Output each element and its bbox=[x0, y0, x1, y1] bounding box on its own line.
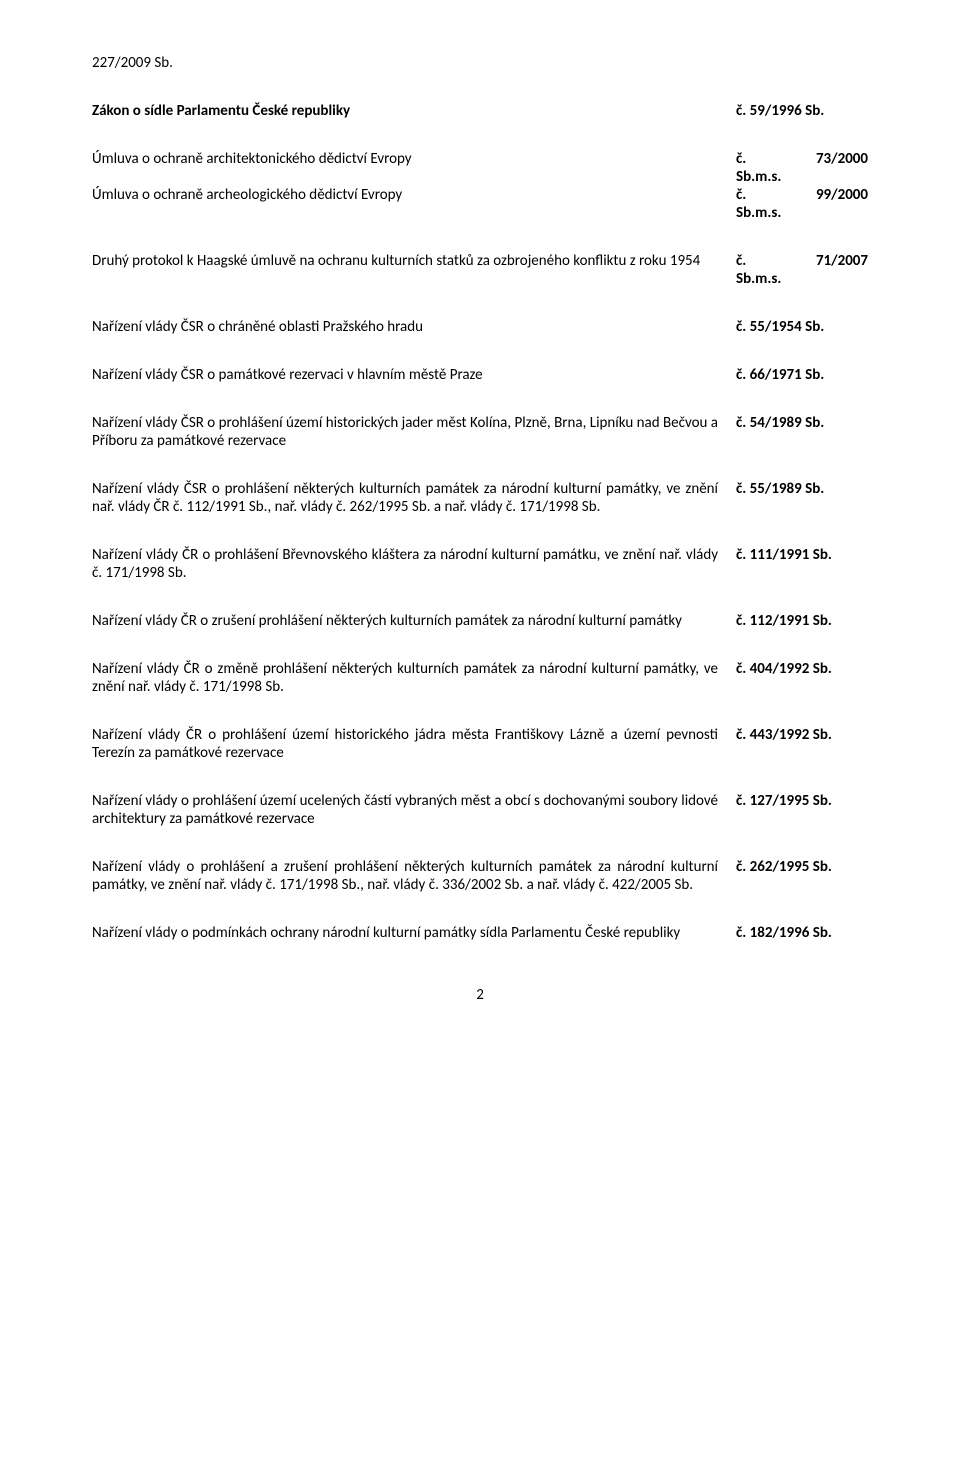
entry-reference: č.Sb.m.s. 99/2000 bbox=[736, 186, 868, 222]
entry-row: Nařízení vlády ČR o prohlášení Břevnovsk… bbox=[92, 546, 868, 582]
entry-row: Zákon o sídle Parlamentu České republiky… bbox=[92, 102, 868, 120]
page-number: 2 bbox=[92, 986, 868, 1004]
entry-reference: č. 55/1954 Sb. bbox=[736, 318, 868, 336]
entry-title: Nařízení vlády ČSR o památkové rezervaci… bbox=[92, 366, 736, 384]
entry-row: Nařízení vlády ČSR o prohlášení území hi… bbox=[92, 414, 868, 450]
entry-ref-label: č.Sb.m.s. bbox=[736, 252, 781, 288]
entry-reference: č.Sb.m.s. 73/2000 bbox=[736, 150, 868, 186]
entry-ref-year: 99/2000 bbox=[816, 186, 868, 222]
entry-row: Nařízení vlády ČR o prohlášení území his… bbox=[92, 726, 868, 762]
entry-row: Druhý protokol k Haagské úmluvě na ochra… bbox=[92, 252, 868, 288]
entry-row: Nařízení vlády ČR o změně prohlášení něk… bbox=[92, 660, 868, 696]
entry-reference: č. 182/1996 Sb. bbox=[736, 924, 868, 942]
entry-reference: č. 443/1992 Sb. bbox=[736, 726, 868, 744]
entry-ref-label: č.Sb.m.s. bbox=[736, 186, 781, 222]
entry-ref-year: 71/2007 bbox=[816, 252, 868, 288]
entry-title: Úmluva o ochraně architektonického dědic… bbox=[92, 150, 736, 168]
entry-title: Nařízení vlády ČR o prohlášení území his… bbox=[92, 726, 736, 762]
entry-title: Zákon o sídle Parlamentu České republiky bbox=[92, 102, 736, 120]
entry-title: Úmluva o ochraně archeologického dědictv… bbox=[92, 186, 736, 204]
rows-container: Zákon o sídle Parlamentu České republiky… bbox=[92, 102, 868, 942]
entry-row: Nařízení vlády o podmínkách ochrany náro… bbox=[92, 924, 868, 942]
entry-reference: č. 127/1995 Sb. bbox=[736, 792, 868, 810]
entry-title: Nařízení vlády ČSR o prohlášení některýc… bbox=[92, 480, 736, 516]
entry-title: Nařízení vlády ČR o změně prohlášení něk… bbox=[92, 660, 736, 696]
entry-reference: č. 262/1995 Sb. bbox=[736, 858, 868, 876]
entry-title: Nařízení vlády ČSR o prohlášení území hi… bbox=[92, 414, 736, 450]
entry-reference: č. 112/1991 Sb. bbox=[736, 612, 868, 630]
top-reference: 227/2009 Sb. bbox=[92, 54, 868, 72]
entry-title: Nařízení vlády ČR o prohlášení Břevnovsk… bbox=[92, 546, 736, 582]
entry-row: Úmluva o ochraně archeologického dědictv… bbox=[92, 186, 868, 222]
entry-row: Úmluva o ochraně architektonického dědic… bbox=[92, 150, 868, 186]
entry-row: Nařízení vlády ČSR o prohlášení některýc… bbox=[92, 480, 868, 516]
entry-reference: č. 66/1971 Sb. bbox=[736, 366, 868, 384]
entry-row: Nařízení vlády o prohlášení území ucelen… bbox=[92, 792, 868, 828]
entry-row: Nařízení vlády ČSR o chráněné oblasti Pr… bbox=[92, 318, 868, 336]
entry-row: Nařízení vlády o prohlášení a zrušení pr… bbox=[92, 858, 868, 894]
entry-title: Nařízení vlády o prohlášení území ucelen… bbox=[92, 792, 736, 828]
entry-title: Nařízení vlády ČR o zrušení prohlášení n… bbox=[92, 612, 736, 630]
entry-title: Nařízení vlády o prohlášení a zrušení pr… bbox=[92, 858, 736, 894]
entry-reference: č. 54/1989 Sb. bbox=[736, 414, 868, 432]
entry-title: Nařízení vlády o podmínkách ochrany náro… bbox=[92, 924, 736, 942]
entry-ref-label: č.Sb.m.s. bbox=[736, 150, 781, 186]
entry-reference: č. 59/1996 Sb. bbox=[736, 102, 868, 120]
entry-row: Nařízení vlády ČSR o památkové rezervaci… bbox=[92, 366, 868, 384]
entry-reference: č. 111/1991 Sb. bbox=[736, 546, 868, 564]
entry-title: Nařízení vlády ČSR o chráněné oblasti Pr… bbox=[92, 318, 736, 336]
entry-reference: č. 55/1989 Sb. bbox=[736, 480, 868, 498]
entry-title: Druhý protokol k Haagské úmluvě na ochra… bbox=[92, 252, 736, 270]
entry-reference: č.Sb.m.s. 71/2007 bbox=[736, 252, 868, 288]
entry-reference: č. 404/1992 Sb. bbox=[736, 660, 868, 678]
entry-ref-year: 73/2000 bbox=[816, 150, 868, 186]
entry-row: Nařízení vlády ČR o zrušení prohlášení n… bbox=[92, 612, 868, 630]
